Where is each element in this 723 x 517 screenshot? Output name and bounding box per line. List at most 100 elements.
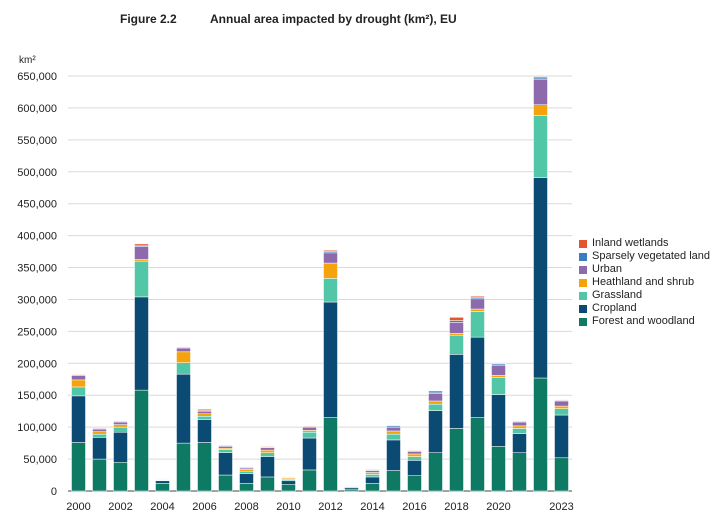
- bar-segment: [302, 430, 317, 433]
- figure-label: Figure 2.2: [120, 12, 177, 26]
- bar-segment: [428, 390, 443, 393]
- bar-segment: [239, 470, 254, 475]
- bar-segment: [407, 449, 422, 452]
- bar-segment: [92, 433, 107, 438]
- bar-segment: [134, 243, 149, 246]
- legend-label: Cropland: [592, 302, 637, 314]
- bar-segment: [470, 336, 485, 418]
- bar-stack-2022: [533, 76, 548, 492]
- figure-title: Annual area impacted by drought (km²), E…: [210, 12, 457, 26]
- bar-segment: [260, 452, 275, 457]
- bar-segment: [113, 421, 128, 425]
- bar-stack-2002: [113, 420, 128, 492]
- bar-segment: [386, 439, 401, 471]
- bar-segment: [533, 377, 548, 492]
- bar-segment: [365, 470, 380, 473]
- bar-segment: [428, 452, 443, 492]
- bar-segment: [512, 420, 527, 422]
- bar-segment: [113, 420, 128, 422]
- legend-label: Urban: [592, 263, 622, 275]
- bar-segment: [554, 457, 569, 492]
- legend-item: Sparsely vegetated land: [579, 250, 710, 263]
- bar-segment: [428, 410, 443, 453]
- legend-item: Urban: [579, 263, 710, 276]
- x-tick-label: 2016: [402, 501, 426, 513]
- x-tick-label: 2012: [318, 501, 342, 513]
- bar-segment: [386, 424, 401, 427]
- bar-segment: [218, 449, 233, 453]
- bar-segment: [512, 452, 527, 492]
- legend-swatch: [579, 252, 587, 261]
- bar-segment: [323, 301, 338, 418]
- bar-segment: [533, 115, 548, 178]
- x-tick-label: 2000: [66, 501, 90, 513]
- bar-segment: [92, 428, 107, 432]
- bar-segment: [113, 432, 128, 463]
- bar-segment: [197, 416, 212, 420]
- bar-segment: [323, 417, 338, 492]
- y-tick-label: 100,000: [17, 422, 57, 434]
- bar-segment: [554, 405, 569, 409]
- bar-segment: [71, 375, 86, 381]
- bar-segment: [344, 488, 359, 492]
- bar-segment: [92, 431, 107, 435]
- bar-segment: [260, 446, 275, 448]
- bar-segment: [449, 428, 464, 492]
- y-axis-unit: km²: [19, 55, 36, 66]
- bar-segment: [71, 442, 86, 492]
- bar-segment: [239, 473, 254, 484]
- bar-stack-2009: [260, 446, 275, 492]
- bar-segment: [197, 419, 212, 443]
- bar-segment: [71, 395, 86, 443]
- y-tick-label: 250,000: [17, 326, 57, 338]
- bar-segment: [449, 320, 464, 323]
- bar-segment: [512, 425, 527, 429]
- bar-stack-2012: [323, 250, 338, 492]
- bar-segment: [323, 278, 338, 303]
- bar-stack-2006: [197, 409, 212, 492]
- legend-label: Heathland and shrub: [592, 276, 695, 288]
- bar-segment: [428, 393, 443, 402]
- bar-segment: [449, 333, 464, 336]
- bar-segment: [176, 373, 191, 444]
- bar-segment: [470, 308, 485, 312]
- x-tick-label: 2006: [192, 501, 216, 513]
- chart-legend: Inland wetlands Sparsely vegetated land Ur…: [579, 237, 710, 328]
- bar-stack-2003: [134, 243, 149, 492]
- legend-swatch: [579, 291, 587, 300]
- bar-stack-2010: [281, 476, 296, 492]
- bar-segment: [176, 442, 191, 492]
- x-tick-label: 2002: [108, 501, 132, 513]
- bar-segment: [449, 334, 464, 355]
- bar-segment: [407, 453, 422, 457]
- bar-stack-2015: [386, 424, 401, 492]
- y-tick-label: 500,000: [17, 167, 57, 179]
- bar-segment: [176, 347, 191, 353]
- bar-segment: [533, 177, 548, 379]
- bar-segment: [197, 442, 212, 492]
- bar-segment: [554, 399, 569, 401]
- bar-segment: [512, 421, 527, 427]
- bar-segment: [134, 246, 149, 260]
- bar-segment: [197, 413, 212, 417]
- bar-segment: [554, 414, 569, 459]
- y-tick-label: 150,000: [17, 390, 57, 402]
- bar-segment: [407, 460, 422, 476]
- bar-stack-2021: [512, 420, 527, 492]
- y-tick-label: 350,000: [17, 263, 57, 275]
- bar-segment: [260, 456, 275, 478]
- x-tick-label: 2004: [150, 501, 174, 513]
- bar-segment: [491, 375, 506, 378]
- bar-segment: [470, 417, 485, 492]
- bar-segment: [491, 377, 506, 395]
- bar-segment: [113, 462, 128, 492]
- bar-segment: [113, 426, 128, 433]
- legend-swatch: [579, 317, 587, 326]
- legend-swatch: [579, 265, 587, 274]
- bar-segment: [449, 317, 464, 321]
- bar-segment: [386, 433, 401, 441]
- bar-segment: [428, 403, 443, 411]
- bar-segment: [470, 311, 485, 338]
- bar-segment: [92, 427, 107, 429]
- bar-stack-2005: [176, 346, 191, 492]
